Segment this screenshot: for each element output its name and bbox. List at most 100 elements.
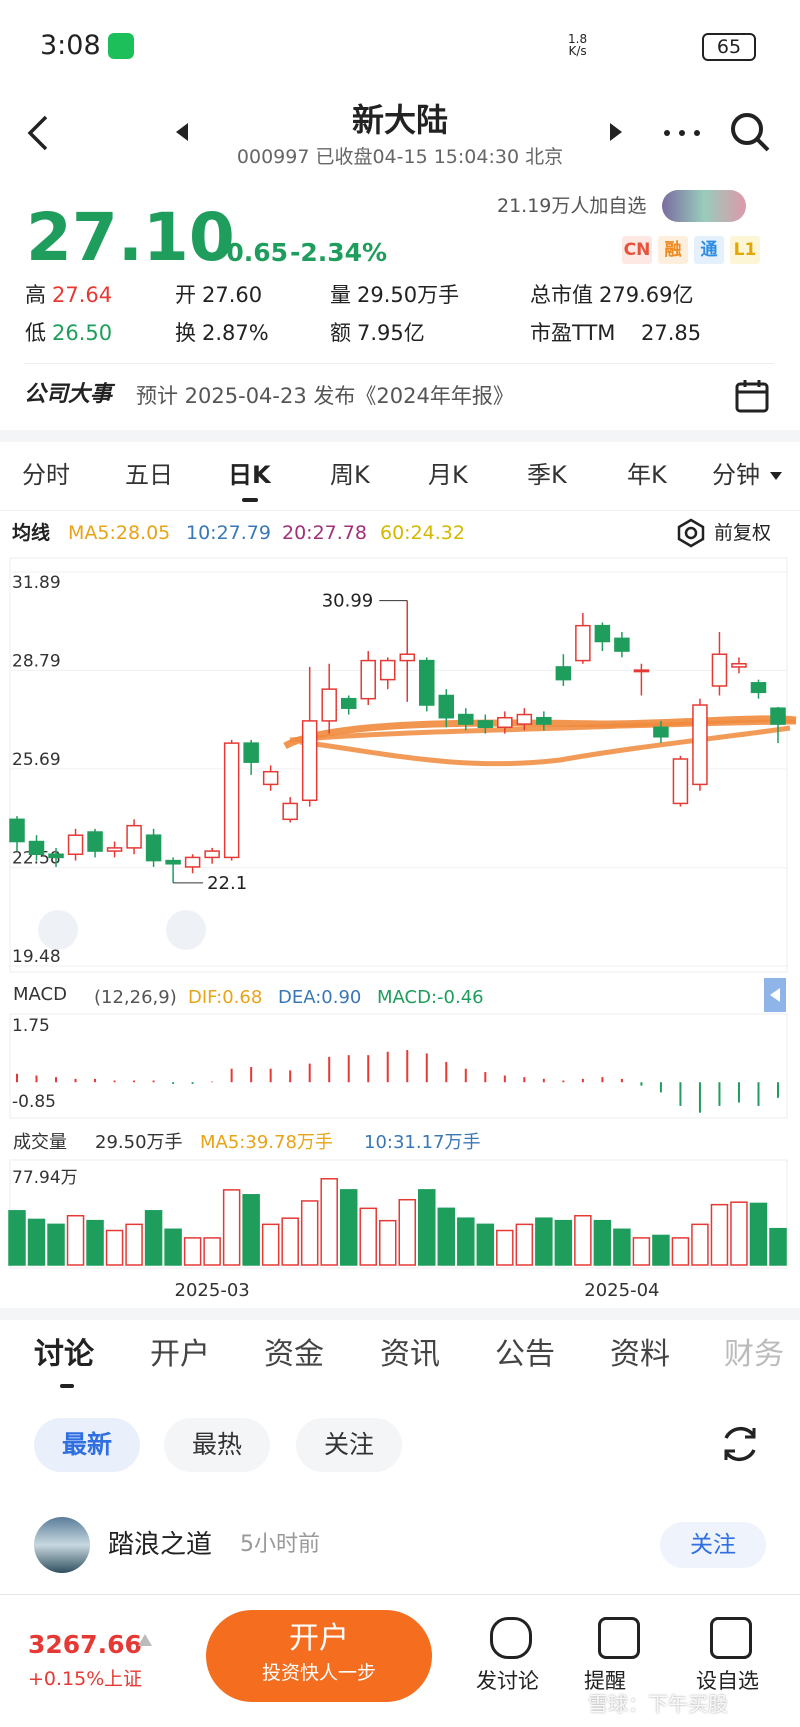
volume-bar — [183, 1237, 202, 1266]
discussion-tab[interactable]: 开户 — [150, 1337, 210, 1372]
stat-value: 2.87% — [202, 321, 269, 345]
net-speed-value: 1.8 — [568, 32, 588, 46]
period-tab[interactable]: 分时 — [22, 461, 70, 489]
stat-label: 高 — [25, 283, 46, 307]
action-icon[interactable] — [490, 1617, 532, 1659]
volume-bar — [769, 1227, 787, 1266]
volume-bar — [222, 1189, 241, 1266]
active-indicator — [242, 498, 258, 502]
period-tab[interactable]: 日K — [228, 461, 271, 489]
followers[interactable]: 21.19万人加自选 — [497, 195, 647, 217]
watermark: 雪球：下午买股 — [588, 1692, 728, 1716]
open-account-label: 开户 — [289, 1621, 349, 1656]
action-label[interactable]: 设自选 — [696, 1669, 759, 1693]
action-label[interactable]: 发讨论 — [476, 1669, 539, 1693]
refresh-button[interactable] — [718, 1422, 762, 1466]
candle-body — [594, 624, 611, 643]
prev-stock[interactable] — [176, 123, 190, 141]
bottom-actions: 发讨论 提醒 设自选 — [450, 1615, 800, 1715]
period-tab[interactable]: 五日 — [125, 461, 173, 489]
search-button[interactable] — [728, 110, 772, 154]
candle-body — [379, 659, 396, 681]
discussion-tab[interactable]: 讨论 — [34, 1337, 94, 1372]
x-tick-label: 2025-04 — [584, 1280, 659, 1301]
section-gap — [0, 1308, 800, 1320]
calendar-icon[interactable] — [734, 378, 770, 414]
period-tab[interactable]: 年K — [627, 461, 667, 489]
candle-body — [106, 847, 123, 852]
candle-body — [731, 663, 747, 668]
discussion-tab[interactable]: 公告 — [495, 1337, 555, 1372]
follow-button[interactable]: 关注 — [660, 1522, 766, 1568]
net-speed-unit: K/s — [568, 44, 587, 58]
volume-bar — [515, 1223, 534, 1266]
volume-bar — [242, 1194, 260, 1266]
period-tab[interactable]: 季K — [527, 461, 567, 489]
filter-chip[interactable]: 最新 — [34, 1418, 140, 1472]
adjust-label[interactable]: 前复权 — [714, 522, 772, 544]
open-account-button[interactable]: 开户 投资快人一步 — [206, 1610, 432, 1702]
volume-bar — [398, 1198, 417, 1266]
candle-body — [399, 653, 416, 662]
macd-dif: DIF:0.68 — [188, 987, 262, 1008]
candle-body — [575, 624, 591, 662]
min-label: 22.1 — [207, 873, 247, 894]
active-indicator — [60, 1384, 74, 1388]
volume-bar — [437, 1207, 456, 1266]
more-button[interactable] — [662, 128, 702, 138]
period-tab[interactable]: 分钟 — [712, 461, 760, 489]
candle-body — [614, 637, 630, 652]
candle-body — [262, 770, 279, 786]
filter-chip[interactable]: 关注 — [296, 1418, 402, 1472]
volume-bar — [476, 1223, 495, 1266]
volume-ma10: 10:31.17万手 — [364, 1132, 481, 1153]
candle-body — [340, 697, 357, 709]
stat-value: 279.69亿 — [599, 283, 694, 307]
candle-body — [438, 694, 455, 719]
stats: 高 27.64 开 27.60 量 29.50万手 总市值 279.69亿低 26.50 换 2.8… — [0, 285, 800, 355]
net-speed: 1.8 K/s — [568, 33, 587, 57]
candle-body — [692, 704, 708, 786]
discussion-tab[interactable]: 资料 — [610, 1337, 670, 1372]
action-icon[interactable] — [598, 1617, 640, 1659]
stock-tag: L1 — [730, 236, 760, 264]
discussion-tab[interactable]: 财务 — [724, 1337, 784, 1372]
volume-bar — [339, 1189, 358, 1266]
volume-bar — [320, 1178, 338, 1266]
discussion-tab[interactable]: 资金 — [264, 1337, 324, 1372]
candle-body — [477, 720, 494, 729]
period-tab[interactable]: 月K — [428, 461, 468, 489]
panel-toggle-arrow — [770, 988, 780, 1002]
post-user[interactable]: 踏浪之道 — [108, 1530, 213, 1560]
discussion-tabs: 讨论 开户 资金 资讯 公告 资料 财务 — [0, 1340, 800, 1390]
wechat-icon — [108, 33, 134, 59]
candle-body — [633, 669, 650, 673]
divider — [0, 510, 800, 511]
y-tick-label: 19.48 — [12, 947, 61, 967]
user-avatar[interactable] — [34, 1517, 90, 1573]
candle-body — [536, 716, 552, 725]
stock-tags: CN 融通 L1 — [616, 236, 760, 264]
stat-value: 29.50万手 — [357, 283, 460, 307]
filter-chip[interactable]: 最热 — [164, 1418, 270, 1472]
volume-bar — [710, 1203, 729, 1266]
period-tab[interactable]: 周K — [330, 461, 370, 489]
adjust-icon[interactable] — [676, 518, 706, 548]
stat-label: 开 — [175, 283, 196, 307]
action-label[interactable]: 提醒 — [584, 1669, 626, 1693]
event-text[interactable]: 预计 2025-04-23 发布《2024年年报》 — [136, 384, 514, 408]
discussion-tab[interactable]: 资讯 — [380, 1337, 440, 1372]
next-stock[interactable] — [608, 123, 622, 141]
macd-label: MACD — [13, 984, 67, 1005]
index-name: 上证 — [104, 1668, 143, 1690]
action-icon[interactable] — [710, 1617, 752, 1659]
ma-legend-item: 60:24.32 — [380, 522, 465, 544]
back-button[interactable] — [26, 115, 50, 151]
candle-body — [321, 688, 337, 722]
index-value[interactable]: 3267.66 — [28, 1630, 142, 1659]
nav-button[interactable] — [38, 910, 78, 950]
volume-label: 成交量 — [13, 1132, 67, 1153]
volume-bar — [66, 1214, 85, 1266]
fullscreen-button[interactable] — [166, 910, 206, 950]
